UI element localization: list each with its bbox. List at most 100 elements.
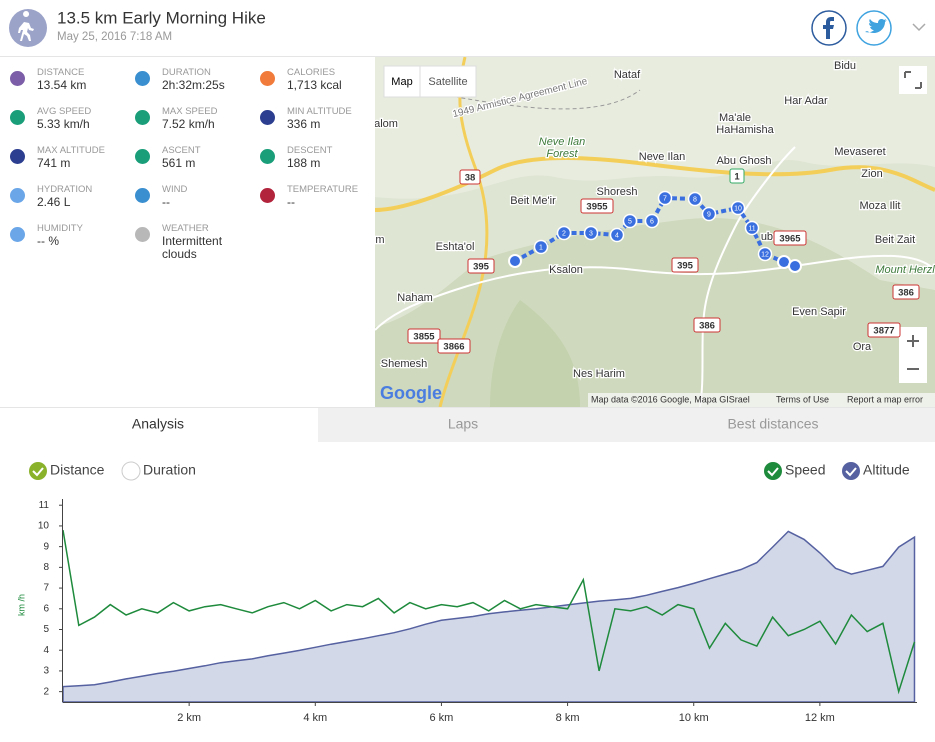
waypoint[interactable] <box>583 225 599 241</box>
road-number: 1 <box>734 172 740 183</box>
y-tick-label: 4 <box>43 645 49 656</box>
map-type <box>383 65 477 98</box>
stat-value: 1,713 kcal <box>287 78 342 92</box>
waypoint[interactable] <box>644 213 660 229</box>
waypoint[interactable] <box>701 206 717 222</box>
speed-line <box>62 529 916 695</box>
road-number: 3855 <box>413 332 435 343</box>
waypoint[interactable] <box>533 239 549 255</box>
stat-icon <box>10 227 25 242</box>
road-number: 38 <box>465 173 476 184</box>
stat-label: WIND <box>162 184 188 195</box>
waypoint-number: 2 <box>562 230 566 237</box>
place-label: Bidu <box>834 60 856 72</box>
tab[interactable]: Analysis <box>132 416 184 432</box>
place-label: Eshta'ol <box>436 241 475 253</box>
place-label: Beit Me'ir <box>510 195 556 207</box>
stat-label: MAX ALTITUDE <box>37 145 105 156</box>
place-label: Forest <box>546 148 578 160</box>
tab[interactable]: Laps <box>448 416 478 432</box>
y-axis-label: km /h <box>16 594 26 616</box>
stat-value: 13.54 km <box>37 78 87 92</box>
place-label: m <box>375 234 384 246</box>
road-shield <box>892 284 920 300</box>
stat-icon <box>260 188 275 203</box>
date: May 25, 2016 7:18 AM <box>57 31 172 43</box>
waypoint[interactable] <box>744 220 760 236</box>
waypoint[interactable] <box>556 225 572 241</box>
waypoint[interactable] <box>687 191 703 207</box>
altitude-toggle[interactable] <box>842 462 860 480</box>
start-pin[interactable] <box>508 254 522 268</box>
x-tick-label: 2 km <box>177 712 201 724</box>
expand[interactable] <box>912 23 926 32</box>
altitude-area <box>62 530 916 703</box>
fullscreen[interactable] <box>899 66 927 94</box>
place-label: Moza Ilit <box>860 200 901 212</box>
waypoint[interactable] <box>730 200 746 216</box>
stat-value: 7.52 km/h <box>162 117 215 131</box>
stat-value: Intermittent clouds <box>162 234 223 261</box>
road-number: 3965 <box>779 234 801 245</box>
stat-icon <box>135 227 150 242</box>
place-label: HaHamisha <box>716 124 774 136</box>
place-label: Har Adar <box>784 95 828 107</box>
place-label: Even Sapir <box>792 306 846 318</box>
y-tick-label: 7 <box>43 583 49 594</box>
stat-label: WEATHER <box>162 223 209 234</box>
speed-toggle[interactable] <box>764 462 782 480</box>
distance-toggle[interactable] <box>29 462 47 480</box>
road-shield <box>867 322 901 338</box>
stat-label: CALORIES <box>287 67 336 78</box>
map[interactable]: Map Satellite Nataf Bidu Har Adar Ma'aleHaHam… <box>375 57 935 407</box>
tab[interactable]: Best distances <box>727 416 818 432</box>
place-label: Nes Harim <box>573 368 625 380</box>
stat-icon <box>135 71 150 86</box>
waypoint[interactable] <box>622 213 638 229</box>
stat-icon <box>135 188 150 203</box>
y-tick-label: 11 <box>39 500 50 511</box>
place-label: Mount Herzl <box>875 264 935 276</box>
stat-label: HUMIDITY <box>37 223 83 234</box>
map-type-button[interactable]: Map <box>391 76 412 88</box>
stat-value: 2.46 L <box>37 195 71 209</box>
waypoint-number: 10 <box>734 205 742 212</box>
waypoint-number: 6 <box>650 218 654 225</box>
stat-value: -- <box>162 195 170 209</box>
y-tick-label: 2 <box>43 686 49 697</box>
legend-label[interactable]: Speed <box>785 462 825 478</box>
stat-label: MIN ALTITUDE <box>287 106 352 117</box>
x-mode-label[interactable]: Duration <box>143 462 196 478</box>
waypoint-number: 4 <box>615 232 619 239</box>
stat-label: DISTANCE <box>37 67 85 78</box>
place-label: Neve Ilan <box>539 136 585 148</box>
place-label: Ma'ale <box>719 112 751 124</box>
waypoint[interactable] <box>609 227 625 243</box>
report-link[interactable]: Report a map error <box>847 394 923 404</box>
waypoint[interactable] <box>657 190 673 206</box>
waypoint-number: 11 <box>748 225 755 232</box>
road-number: 386 <box>898 288 914 299</box>
place-label: Neve Ilan <box>639 151 685 163</box>
y-tick-label: 6 <box>43 603 49 614</box>
road-shield <box>580 198 614 214</box>
duration-toggle[interactable] <box>121 461 141 481</box>
stat-value: 561 m <box>162 156 196 170</box>
place-label: Ksalon <box>549 264 583 276</box>
end-pin[interactable] <box>788 259 802 273</box>
stat-value: 741 m <box>37 156 71 170</box>
stat-label: HYDRATION <box>37 184 93 195</box>
terms-link[interactable]: Terms of Use <box>776 394 829 404</box>
map-type-button[interactable]: Satellite <box>428 76 467 88</box>
waypoint[interactable] <box>757 246 773 262</box>
road-number: 3877 <box>873 326 894 337</box>
road-shield <box>693 317 721 333</box>
analysis: Analysis Laps Best distances Distance Durati… <box>0 407 935 724</box>
y-tick-label: 10 <box>38 521 50 532</box>
stat-icon <box>260 110 275 125</box>
waypoint-number: 5 <box>628 218 632 225</box>
x-mode-label[interactable]: Distance <box>50 462 105 478</box>
google-logo: Google <box>380 383 442 403</box>
waypoint-number: 12 <box>761 251 769 258</box>
legend-label[interactable]: Altitude <box>863 462 910 478</box>
